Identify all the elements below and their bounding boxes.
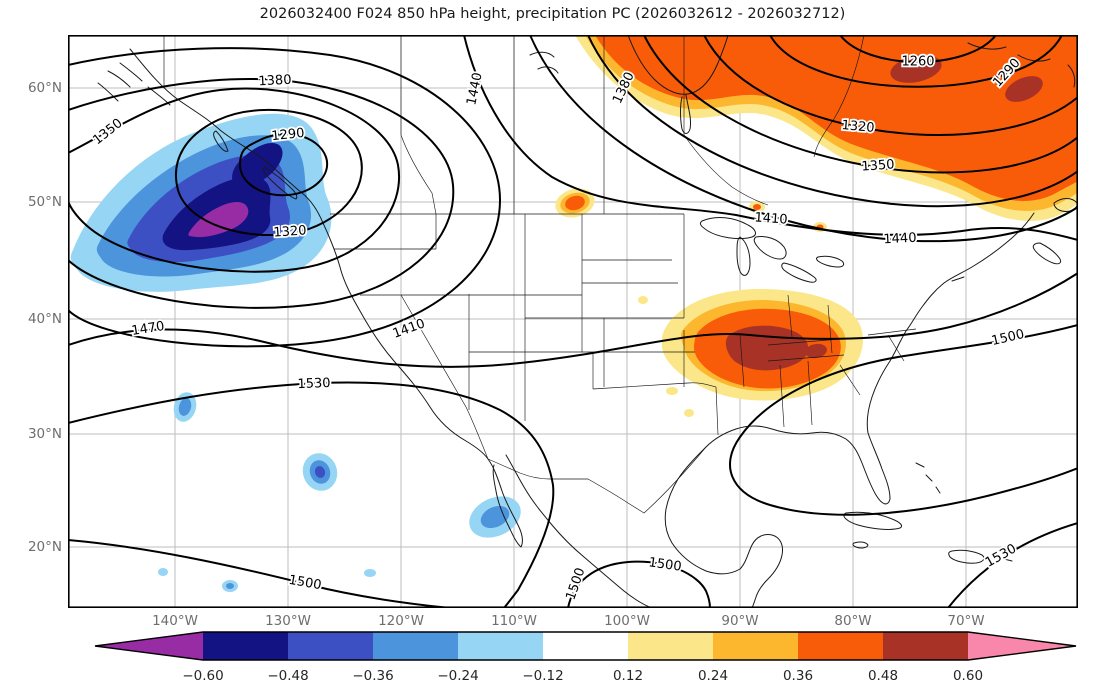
- colorbar-segment: [203, 632, 288, 660]
- positive-anomaly-region: [666, 387, 678, 395]
- contour-label: 1530: [983, 541, 1019, 570]
- colorbar-segment: [543, 632, 628, 660]
- y-tick-label: 20°N: [10, 538, 62, 556]
- colorbar-tick-label: −0.12: [522, 668, 563, 684]
- colorbar-segment: [713, 632, 798, 660]
- y-tick-label: 40°N: [10, 310, 62, 328]
- colorbar-segment: [288, 632, 373, 660]
- contour-label: 1410: [391, 316, 427, 341]
- colorbar-tick-label: 0.12: [613, 668, 643, 684]
- colorbar-tick-label: 0.60: [953, 668, 983, 684]
- contour-label: 1530: [297, 376, 331, 392]
- colorbar-tick-label: −0.36: [352, 668, 393, 684]
- contour-label: 1470: [130, 319, 165, 339]
- contour-label: 1500: [287, 573, 322, 594]
- positive-anomaly-region: [753, 204, 761, 210]
- colorbar-tick-label: −0.24: [437, 668, 478, 684]
- y-tick-label: 60°N: [10, 79, 62, 97]
- colorbar-tick-label: 0.36: [783, 668, 813, 684]
- contour-label: 1440: [464, 71, 486, 106]
- colorbar-tick-label: 0.48: [868, 668, 898, 684]
- x-tick-label: 80°W: [816, 612, 890, 630]
- x-tick-label: 70°W: [929, 612, 1003, 630]
- negative-anomaly-region: [226, 583, 234, 589]
- colorbar-tick-label: −0.60: [182, 668, 223, 684]
- negative-anomaly-region: [158, 568, 168, 576]
- colorbar-left-arrow: [95, 632, 203, 660]
- contour-label: 1500: [990, 327, 1026, 349]
- contour-label: 1350: [861, 157, 895, 174]
- x-tick-label: 120°W: [364, 612, 438, 630]
- colorbar-tick-label: 0.24: [698, 668, 728, 684]
- contour-label: 1350: [90, 116, 125, 148]
- contour-label: 1500: [648, 555, 683, 574]
- colorbar-segment: [373, 632, 458, 660]
- x-tick-label: 90°W: [703, 612, 777, 630]
- y-tick-label: 30°N: [10, 425, 62, 443]
- contour-label: 1260: [901, 55, 934, 70]
- figure-title: 2026032400 F024 850 hPa height, precipit…: [0, 6, 1105, 22]
- x-tick-label: 140°W: [138, 612, 212, 630]
- contour-label: 1500: [564, 566, 589, 602]
- contour-label: 1380: [258, 73, 292, 90]
- colorbar-segment: [628, 632, 713, 660]
- x-tick-label: 110°W: [477, 612, 551, 630]
- colorbar-segment: [458, 632, 543, 660]
- y-tick-label: 50°N: [10, 193, 62, 211]
- colorbar-segment: [883, 632, 968, 660]
- positive-anomaly-region: [638, 296, 648, 304]
- contour-label: 1440: [883, 231, 917, 248]
- colorbar-segment: [798, 632, 883, 660]
- colorbar: −0.60 −0.48 −0.36 −0.24 −0.12 0.12 0.24 0.36 0.4…: [0, 626, 1105, 690]
- contour-label: 1320: [273, 223, 307, 240]
- x-tick-label: 130°W: [251, 612, 325, 630]
- map-plot: 1380135012901320141014701530144014401260…: [68, 35, 1078, 608]
- colorbar-right-arrow: [968, 632, 1076, 660]
- colorbar-tick-label: −0.48: [267, 668, 308, 684]
- positive-anomaly-region: [595, 35, 1078, 201]
- positive-anomaly-region: [684, 409, 694, 417]
- weather-map-figure: 2026032400 F024 850 hPa height, precipit…: [0, 0, 1105, 698]
- x-tick-label: 100°W: [590, 612, 664, 630]
- negative-anomaly-region: [364, 569, 376, 577]
- contour-label: 1410: [754, 210, 788, 227]
- contour-label: 1320: [841, 118, 875, 136]
